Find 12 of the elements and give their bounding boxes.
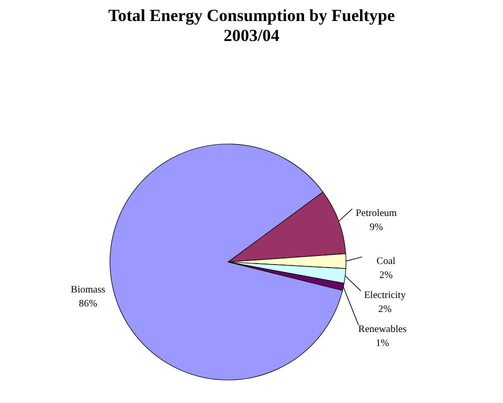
slice-label: Petroleum (356, 208, 398, 219)
legend-label: Coal (376, 256, 396, 267)
data-label: 2% (379, 270, 393, 281)
slice-label: Renewables (358, 324, 407, 335)
data-label: 9% (370, 222, 383, 233)
chart-title: Total Energy Consumption by Fueltype (108, 6, 396, 25)
data-label: 1% (376, 338, 390, 349)
slice-label: Biomass (70, 284, 106, 296)
chart-subtitle: 2003/04 (224, 26, 280, 45)
slice-label: Electricity (364, 290, 406, 301)
data-label: 2% (378, 304, 392, 315)
data-label: 86% (78, 298, 98, 310)
